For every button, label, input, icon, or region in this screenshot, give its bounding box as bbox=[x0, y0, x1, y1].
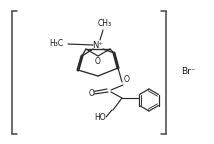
Text: H₃C: H₃C bbox=[49, 39, 63, 49]
Text: O: O bbox=[124, 75, 130, 85]
Text: N⁺: N⁺ bbox=[93, 41, 103, 51]
Text: Br⁻: Br⁻ bbox=[181, 68, 196, 76]
Text: O: O bbox=[95, 56, 101, 66]
Text: CH₃: CH₃ bbox=[98, 19, 112, 29]
Text: HO: HO bbox=[94, 112, 106, 122]
Text: O: O bbox=[89, 90, 95, 98]
